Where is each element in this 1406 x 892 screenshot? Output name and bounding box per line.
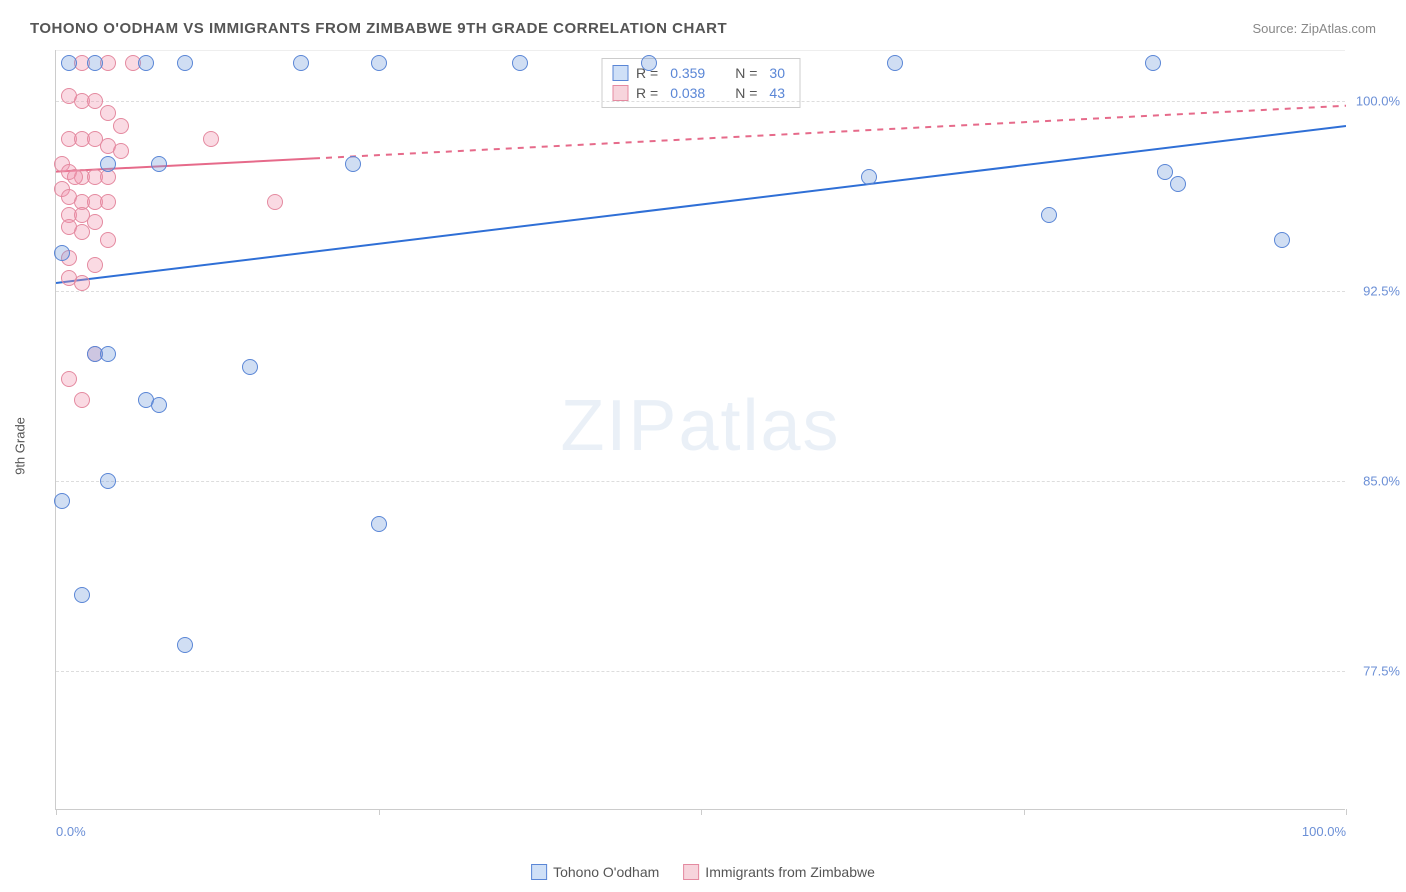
scatter-point	[100, 194, 116, 210]
scatter-point	[87, 214, 103, 230]
n-label: N =	[735, 85, 757, 101]
r-value: 0.038	[670, 85, 705, 101]
scatter-point	[267, 194, 283, 210]
scatter-point	[1157, 164, 1173, 180]
trend-line-solid	[56, 126, 1346, 283]
scatter-point	[1145, 55, 1161, 71]
scatter-point	[113, 143, 129, 159]
scatter-point	[1274, 232, 1290, 248]
scatter-point	[113, 118, 129, 134]
legend-series-item: Immigrants from Zimbabwe	[683, 864, 875, 880]
scatter-point	[861, 169, 877, 185]
scatter-point	[512, 55, 528, 71]
source-name: ZipAtlas.com	[1301, 21, 1376, 36]
x-tick	[701, 809, 702, 815]
scatter-point	[100, 232, 116, 248]
scatter-point	[293, 55, 309, 71]
n-label: N =	[735, 65, 757, 81]
y-tick-label: 100.0%	[1356, 93, 1400, 108]
scatter-point	[371, 55, 387, 71]
legend-swatch	[612, 65, 628, 81]
scatter-point	[151, 156, 167, 172]
legend-swatch	[531, 864, 547, 880]
grid-line	[56, 671, 1345, 672]
scatter-point	[100, 473, 116, 489]
y-axis-title: 9th Grade	[13, 417, 28, 475]
scatter-point	[371, 516, 387, 532]
trend-lines	[56, 50, 1346, 810]
scatter-point	[887, 55, 903, 71]
scatter-point	[138, 55, 154, 71]
scatter-point	[1041, 207, 1057, 223]
scatter-point	[61, 55, 77, 71]
r-value: 0.359	[670, 65, 705, 81]
scatter-point	[177, 637, 193, 653]
scatter-point	[100, 105, 116, 121]
source-attribution: Source: ZipAtlas.com	[1252, 21, 1376, 36]
y-tick-label: 85.0%	[1363, 473, 1400, 488]
scatter-point	[74, 224, 90, 240]
legend-series-label: Tohono O'odham	[553, 864, 659, 880]
chart-title: TOHONO O'ODHAM VS IMMIGRANTS FROM ZIMBAB…	[30, 20, 727, 37]
scatter-point	[87, 257, 103, 273]
correlation-chart: TOHONO O'ODHAM VS IMMIGRANTS FROM ZIMBAB…	[0, 0, 1406, 892]
legend-series-item: Tohono O'odham	[531, 864, 659, 880]
scatter-point	[74, 392, 90, 408]
scatter-point	[87, 55, 103, 71]
scatter-point	[203, 131, 219, 147]
x-tick-label: 100.0%	[1302, 824, 1346, 839]
scatter-point	[61, 371, 77, 387]
y-tick-label: 92.5%	[1363, 283, 1400, 298]
scatter-point	[100, 346, 116, 362]
header: TOHONO O'ODHAM VS IMMIGRANTS FROM ZIMBAB…	[30, 20, 1376, 37]
scatter-point	[54, 493, 70, 509]
scatter-point	[74, 587, 90, 603]
scatter-point	[100, 156, 116, 172]
r-label: R =	[636, 85, 658, 101]
scatter-point	[87, 93, 103, 109]
scatter-point	[177, 55, 193, 71]
scatter-point	[151, 397, 167, 413]
grid-line	[56, 101, 1345, 102]
legend-swatch	[612, 85, 628, 101]
scatter-point	[67, 169, 83, 185]
watermark: ZIPatlas	[560, 384, 840, 466]
x-tick	[56, 809, 57, 815]
scatter-point	[54, 245, 70, 261]
scatter-point	[242, 359, 258, 375]
legend-swatch	[683, 864, 699, 880]
n-value: 43	[769, 85, 785, 101]
scatter-point	[1170, 176, 1186, 192]
scatter-point	[74, 275, 90, 291]
x-tick-label: 0.0%	[56, 824, 86, 839]
n-value: 30	[769, 65, 785, 81]
plot-area: ZIPatlas R = 0.359N = 30R = 0.038N = 43 …	[55, 50, 1345, 810]
legend-correlation-row: R = 0.359N = 30	[612, 63, 789, 83]
scatter-point	[345, 156, 361, 172]
scatter-point	[641, 55, 657, 71]
x-tick	[379, 809, 380, 815]
legend-series: Tohono O'odham Immigrants from Zimbabwe	[531, 864, 875, 880]
plot-top-border	[56, 50, 1345, 51]
grid-line	[56, 481, 1345, 482]
x-tick	[1024, 809, 1025, 815]
x-tick	[1346, 809, 1347, 815]
source-label: Source:	[1252, 21, 1300, 36]
y-tick-label: 77.5%	[1363, 663, 1400, 678]
trend-line-dashed	[314, 106, 1346, 159]
legend-series-label: Immigrants from Zimbabwe	[705, 864, 875, 880]
grid-line	[56, 291, 1345, 292]
